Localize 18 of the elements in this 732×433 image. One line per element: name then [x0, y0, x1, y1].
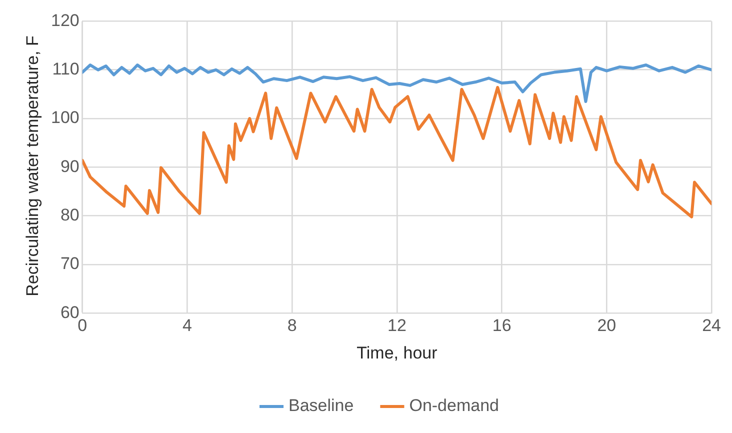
x-tick-label: 0 [78, 316, 88, 336]
x-tick-label: 20 [597, 316, 616, 336]
x-tick-label: 16 [492, 316, 512, 336]
legend-label: On-demand [409, 396, 499, 416]
x-axis-title: Time, hour [356, 343, 438, 362]
y-tick-label: 80 [60, 206, 80, 225]
x-tick-label: 8 [287, 316, 297, 336]
x-tick-label: 4 [182, 316, 192, 336]
legend-label: Baseline [288, 396, 354, 416]
y-tick-label: 110 [52, 60, 80, 79]
y-tick-label: 120 [50, 10, 80, 30]
y-tick-label: 70 [60, 254, 80, 274]
y-tick-label: 60 [60, 302, 80, 322]
x-tick-label: 12 [387, 316, 406, 336]
y-tick-label: 100 [50, 108, 80, 128]
y-tick-label: 90 [60, 156, 80, 176]
x-tick-label: 24 [702, 316, 722, 336]
y-axis-title: Recirculating water temperature, F [22, 34, 43, 298]
